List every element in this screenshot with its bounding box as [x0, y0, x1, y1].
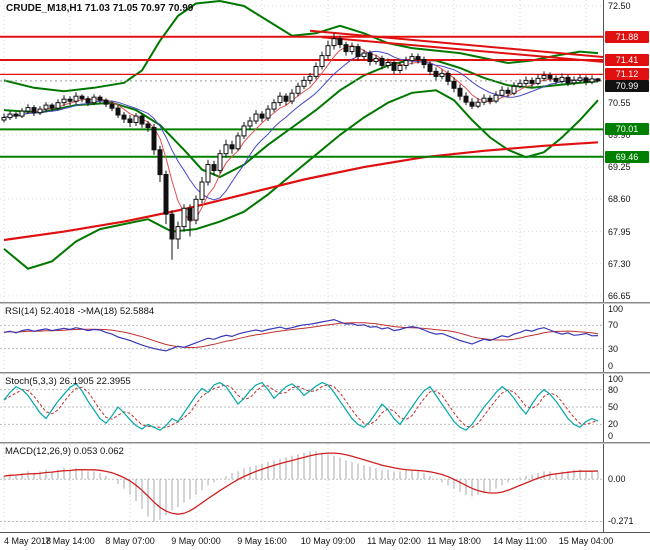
axis-tick: 0.00 [608, 474, 626, 485]
panel-splitter[interactable] [0, 372, 650, 374]
rsi-axis: 100 70 30 0 [603, 304, 650, 372]
macd-axis: 0.00 -0.271 [603, 444, 650, 532]
price-level-tag: 70.01 [605, 123, 649, 136]
price-axis-tick: 68.60 [608, 194, 631, 205]
price-level-tag: 69.46 [605, 150, 649, 163]
stochastic-panel[interactable]: Stoch(5,3,3) 26.1905 22.3955 100 80 50 20 0 [0, 374, 650, 442]
price-axis-tick: 72.50 [608, 1, 631, 11]
axis-tick: 0 [608, 361, 614, 371]
stochastic-label: Stoch(5,3,3) 26.1905 22.3955 [5, 376, 131, 387]
main-chart-canvas[interactable] [0, 0, 605, 302]
time-axis-label: 10 May 09:00 [300, 536, 356, 546]
main-chart-panel[interactable]: CRUDE_M18,H1 71.03 71.05 70.97 70.99 72.… [0, 0, 650, 302]
time-axis-label: 11 May 02:00 [367, 536, 421, 546]
macd-plot[interactable] [0, 444, 603, 532]
price-level-tag: 71.88 [605, 30, 649, 43]
price-axis[interactable]: 72.5070.5569.9069.2568.6067.9567.3066.65… [603, 0, 650, 302]
stochastic-axis: 100 80 50 20 0 [603, 374, 650, 442]
price-axis-tick: 69.25 [608, 162, 631, 173]
axis-tick: 70 [608, 320, 619, 331]
axis-tick: -0.271 [608, 516, 634, 527]
time-axis-label: 15 May 04:00 [558, 536, 614, 546]
stochastic-canvas[interactable] [0, 374, 603, 442]
main-chart-plot[interactable] [0, 0, 605, 302]
price-level-tag: 70.99 [605, 80, 649, 93]
price-axis-tick: 70.55 [608, 97, 631, 108]
axis-tick: 30 [608, 343, 619, 354]
time-axis-label: 14 May 11:00 [493, 536, 547, 546]
time-axis-label: 7 May 14:00 [45, 536, 95, 546]
price-axis-tick: 66.65 [608, 291, 631, 301]
price-axis-tick: 67.95 [608, 226, 631, 237]
price-axis-tick: 67.30 [608, 258, 631, 269]
chart-title: CRUDE_M18,H1 71.03 71.05 70.97 70.99 [6, 3, 194, 14]
axis-tick: 0 [608, 431, 614, 441]
axis-tick: 80 [608, 384, 619, 395]
time-axis[interactable]: 4 May 2018 7 May 14:00 8 May 07:00 9 May 00… [0, 532, 650, 550]
macd-canvas[interactable] [0, 444, 603, 532]
time-axis-label: 9 May 00:00 [171, 536, 221, 546]
axis-tick: 100 [608, 304, 624, 314]
rsi-plot[interactable] [0, 304, 603, 372]
time-axis-label: 11 May 18:00 [427, 536, 481, 546]
candlesticks[interactable] [1, 33, 601, 260]
time-axis-label: 4 May 2018 [4, 536, 52, 546]
axis-tick: 100 [608, 374, 624, 384]
rsi-label: RSI(14) 52.4018 ->MA(18) 52.5884 [5, 306, 155, 317]
price-level-tag: 71.12 [605, 68, 649, 81]
panel-splitter[interactable] [0, 442, 650, 444]
time-axis-label: 9 May 16:00 [237, 536, 287, 546]
rsi-panel[interactable]: RSI(14) 52.4018 ->MA(18) 52.5884 100 70 30… [0, 304, 650, 372]
rsi-canvas[interactable] [0, 304, 603, 372]
macd-panel[interactable]: MACD(12,26,9) 0.053 0.062 0.00 -0.271 [0, 444, 650, 532]
panel-splitter[interactable] [0, 302, 650, 304]
price-level-tag: 71.41 [605, 54, 649, 67]
time-axis-label: 8 May 07:00 [105, 536, 155, 546]
axis-tick: 50 [608, 402, 619, 412]
macd-label: MACD(12,26,9) 0.053 0.062 [5, 446, 124, 457]
stochastic-plot[interactable] [0, 374, 603, 442]
axis-tick: 20 [608, 419, 619, 430]
